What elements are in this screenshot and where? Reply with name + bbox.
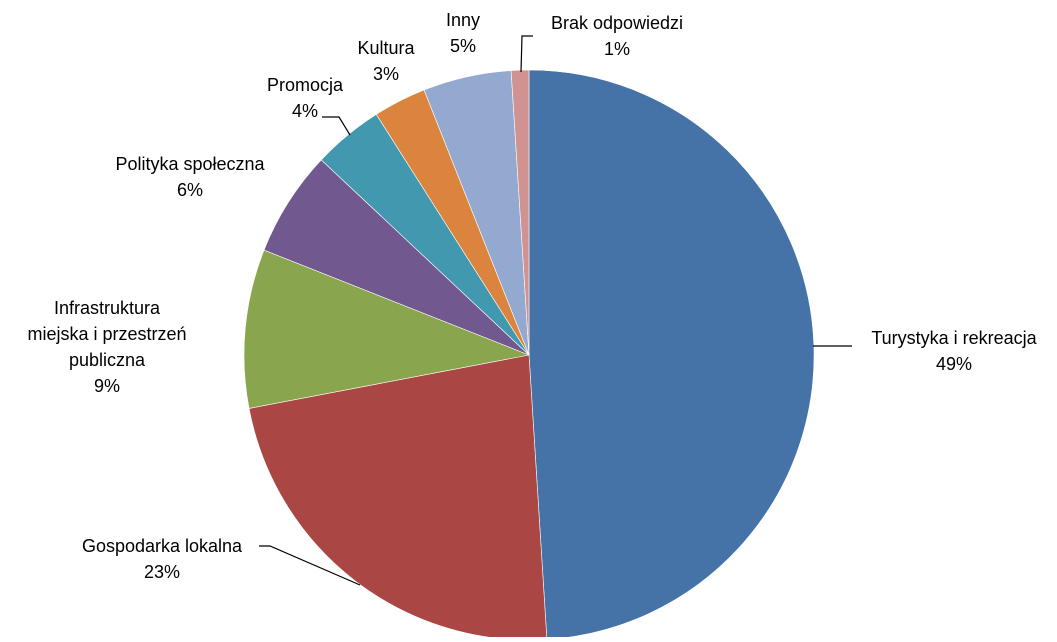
data-label-0: Turystyka i rekreacja 49%: [871, 328, 1037, 374]
data-label-value: 4%: [292, 101, 318, 121]
pie-slices: [243, 69, 815, 641]
pie-slice-0: [528, 69, 815, 640]
data-label-3: Polityka społeczna 6%: [115, 154, 265, 200]
pie-slice-7: [510, 69, 530, 356]
data-label-value: 23%: [144, 562, 180, 582]
data-label-text: Promocja: [267, 75, 344, 95]
data-label-value: 9%: [94, 376, 120, 396]
data-label-text: Turystyka i rekreacja: [871, 328, 1037, 348]
data-label-text: publiczna: [69, 350, 146, 370]
data-label-text: Infrastruktura: [54, 298, 161, 318]
data-label-value: 5%: [450, 36, 476, 56]
data-label-text: Gospodarka lokalna: [82, 536, 243, 556]
data-label-value: 1%: [604, 39, 630, 59]
data-label-text: Kultura: [357, 38, 415, 58]
leader-line-1: [259, 545, 361, 586]
data-label-2: Infrastruktura miejska i przestrzeń public…: [27, 298, 186, 396]
data-label-4: Promocja 4%: [267, 75, 344, 121]
leader-line-7: [520, 35, 533, 73]
data-label-value: 49%: [936, 354, 972, 374]
leader-lines: [259, 35, 852, 586]
data-labels: Turystyka i rekreacja 49% Gospodarka lokal…: [27, 10, 1037, 582]
data-label-text: Brak odpowiedzi: [551, 13, 683, 33]
leader-line-4: [322, 116, 351, 136]
data-label-value: 6%: [177, 180, 203, 200]
data-label-text: Inny: [446, 10, 480, 30]
data-label-5: Kultura 3%: [357, 38, 415, 84]
pie-slice-2: [243, 249, 531, 409]
data-label-value: 3%: [373, 64, 399, 84]
data-label-1: Gospodarka lokalna 23%: [82, 536, 243, 582]
data-label-text: Polityka społeczna: [115, 154, 265, 174]
data-label-7: Brak odpowiedzi 1%: [551, 13, 683, 59]
data-label-6: Inny 5%: [446, 10, 480, 56]
data-label-text: miejska i przestrzeń: [27, 324, 186, 344]
